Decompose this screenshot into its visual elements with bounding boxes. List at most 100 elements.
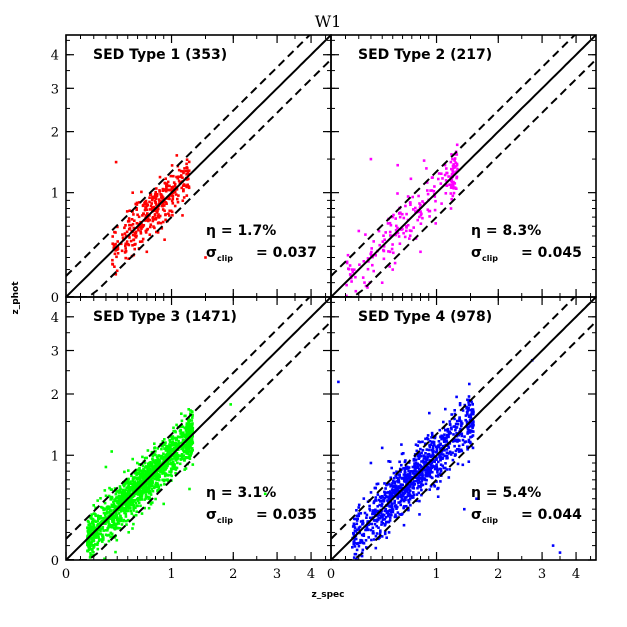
data-point — [415, 466, 419, 470]
data-point — [357, 526, 361, 529]
data-point — [396, 511, 400, 514]
data-point — [393, 501, 396, 505]
data-point — [465, 420, 469, 423]
data-point — [172, 448, 176, 451]
data-point — [433, 485, 437, 488]
data-point — [125, 519, 128, 523]
data-point — [451, 458, 455, 462]
data-point — [393, 499, 396, 503]
data-point — [96, 541, 100, 544]
data-point — [124, 247, 127, 250]
data-point — [132, 494, 136, 497]
data-point — [104, 465, 108, 469]
data-point — [187, 429, 191, 432]
data-point — [376, 505, 379, 508]
panel-title: SED Type 4 (978) — [358, 309, 492, 325]
data-point — [373, 522, 377, 526]
data-point — [159, 200, 163, 203]
data-point — [387, 498, 391, 501]
data-point — [128, 482, 131, 485]
data-point — [135, 222, 139, 225]
data-point — [353, 545, 357, 548]
data-point — [172, 453, 175, 457]
data-point — [178, 454, 182, 457]
data-point — [408, 475, 411, 479]
data-point — [150, 482, 153, 486]
data-point — [107, 506, 111, 510]
data-point — [103, 501, 107, 505]
data-point — [157, 207, 160, 211]
data-point — [418, 215, 421, 219]
data-point — [86, 526, 89, 529]
data-point — [365, 516, 368, 519]
data-point — [152, 216, 155, 219]
data-point — [394, 233, 397, 237]
data-point — [432, 442, 436, 446]
data-point — [426, 453, 430, 456]
data-point — [348, 264, 352, 267]
data-point — [428, 488, 431, 491]
data-point — [115, 518, 119, 521]
data-point — [162, 455, 166, 458]
data-point — [455, 187, 458, 190]
data-point — [426, 208, 430, 211]
data-point — [141, 476, 145, 479]
data-point — [394, 217, 397, 220]
panel-title: SED Type 2 (217) — [358, 47, 492, 63]
data-point — [370, 250, 373, 254]
data-point — [396, 163, 399, 167]
data-point — [114, 522, 118, 526]
data-point — [400, 513, 403, 516]
data-point — [178, 441, 181, 445]
data-point — [438, 443, 441, 447]
data-point — [369, 509, 372, 512]
data-point — [437, 473, 440, 477]
data-point — [391, 268, 394, 271]
data-point — [431, 451, 435, 454]
data-point — [183, 426, 187, 430]
data-point — [103, 557, 106, 560]
data-point — [467, 460, 471, 463]
lower-outlier-line — [66, 58, 331, 297]
data-point — [354, 289, 358, 293]
data-point — [176, 442, 179, 446]
x-tick-label: 0 — [62, 567, 70, 582]
data-point — [142, 491, 146, 494]
upper-outlier-line — [66, 35, 312, 277]
data-point — [141, 203, 145, 207]
data-point — [89, 532, 92, 535]
data-point — [152, 465, 155, 468]
data-point — [114, 160, 118, 164]
data-point — [403, 468, 407, 471]
data-point — [411, 472, 415, 475]
data-point — [460, 424, 463, 428]
data-point — [130, 488, 134, 491]
data-point — [136, 468, 139, 471]
data-point — [168, 440, 172, 444]
data-point — [166, 184, 170, 188]
data-point — [454, 453, 457, 456]
data-point — [407, 501, 411, 504]
data-point — [146, 212, 149, 215]
data-point — [169, 444, 173, 447]
data-point — [401, 212, 404, 216]
data-point — [185, 185, 188, 189]
data-point — [163, 181, 167, 185]
data-point — [114, 249, 117, 252]
data-point — [408, 498, 412, 501]
data-point — [389, 498, 392, 501]
data-point — [186, 166, 189, 170]
data-point — [132, 481, 136, 484]
data-point — [399, 483, 403, 487]
data-point — [128, 223, 131, 227]
data-point — [372, 532, 375, 535]
data-point — [465, 425, 469, 429]
data-point — [185, 448, 189, 451]
upper-outlier-line — [66, 297, 312, 540]
data-point — [153, 447, 156, 450]
data-point — [124, 224, 127, 227]
data-point — [143, 456, 147, 460]
data-point — [134, 242, 137, 246]
data-point — [402, 523, 406, 527]
data-point — [390, 466, 393, 470]
